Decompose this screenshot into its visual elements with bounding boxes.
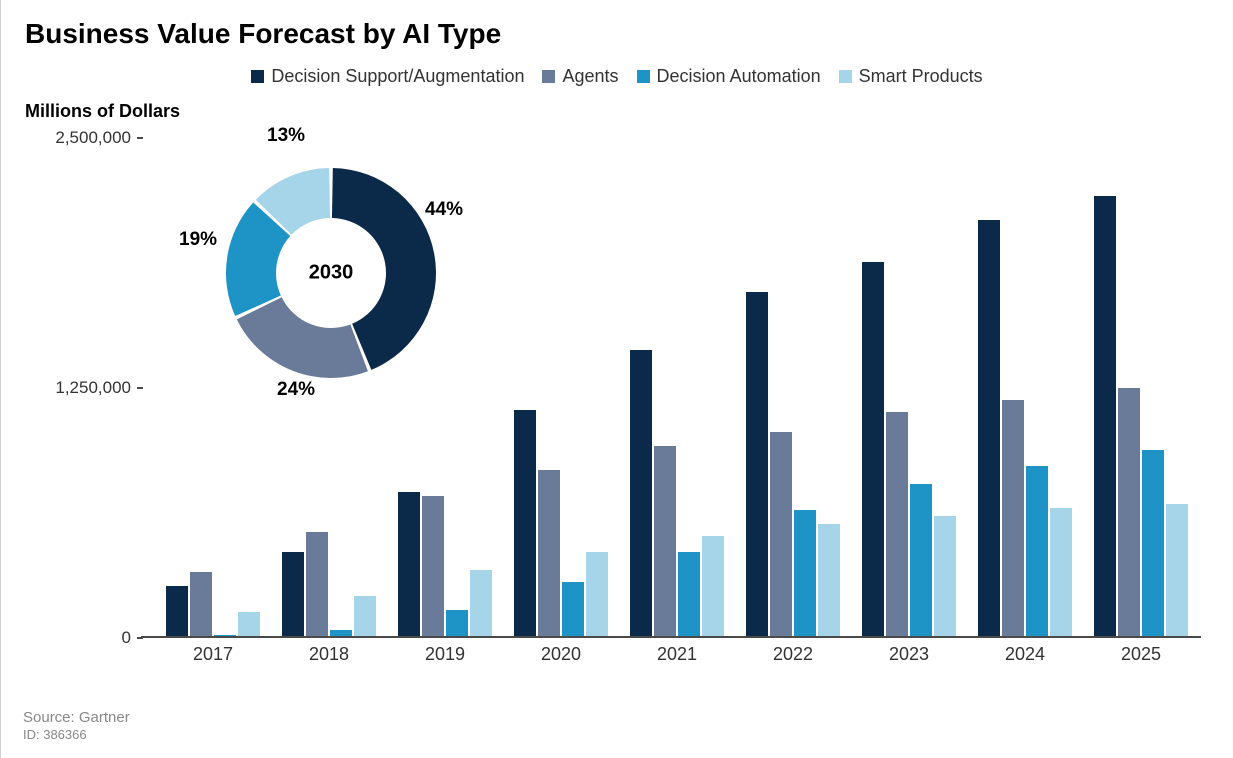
bar (238, 612, 260, 636)
donut-slice-label: 13% (267, 125, 305, 147)
bar (678, 552, 700, 636)
chart-footer: Source: Gartner ID: 386366 (23, 708, 130, 744)
donut-center-label: 2030 (309, 262, 354, 285)
legend-item: Decision Support/Augmentation (251, 66, 524, 87)
bar (470, 570, 492, 636)
legend-label: Decision Automation (657, 66, 821, 87)
bar (746, 292, 768, 636)
y-axis-label: Millions of Dollars (25, 101, 1213, 122)
legend-swatch (637, 70, 650, 83)
bar (862, 262, 884, 636)
donut-chart: 2030 44%24%19%13% (181, 133, 481, 413)
bar (446, 610, 468, 636)
donut-slice-label: 24% (277, 379, 315, 401)
chart-area: 2030 44% 24% 19% 13% 0 1,250,000 2,500,000 201… (21, 128, 1211, 688)
bar (1118, 388, 1140, 636)
legend-swatch (251, 70, 264, 83)
bar (190, 572, 212, 636)
bar (1142, 450, 1164, 636)
bar-group (862, 138, 956, 636)
bar (586, 552, 608, 636)
legend-label: Smart Products (859, 66, 983, 87)
legend-item: Smart Products (839, 66, 983, 87)
bar (794, 510, 816, 636)
x-tick-label: 2024 (1005, 644, 1045, 665)
donut-slice (237, 297, 368, 378)
x-tick-label: 2017 (193, 644, 233, 665)
x-tick-label: 2023 (889, 644, 929, 665)
legend-label: Decision Support/Augmentation (271, 66, 524, 87)
bar (654, 446, 676, 636)
bar (282, 552, 304, 636)
chart-container: Business Value Forecast by AI Type Decis… (0, 0, 1233, 758)
bar-group (746, 138, 840, 636)
bar (770, 432, 792, 636)
y-tick-label: 1,250,000 (21, 378, 131, 398)
legend-item: Agents (542, 66, 618, 87)
bar (514, 410, 536, 636)
x-tick-label: 2021 (657, 644, 697, 665)
bar (1094, 196, 1116, 636)
bar-group (978, 138, 1072, 636)
y-tick-mark (137, 637, 143, 639)
x-tick-label: 2018 (309, 644, 349, 665)
bar (702, 536, 724, 636)
legend: Decision Support/Augmentation Agents Decis… (21, 66, 1213, 87)
bar (1002, 400, 1024, 636)
bar (166, 586, 188, 636)
y-tick-label: 2,500,000 (21, 128, 131, 148)
bar (330, 630, 352, 636)
y-tick-mark (137, 137, 143, 139)
bar (1026, 466, 1048, 636)
source-text: Source: Gartner (23, 708, 130, 728)
x-tick-label: 2022 (773, 644, 813, 665)
bar (910, 484, 932, 636)
bar (422, 496, 444, 636)
y-tick-mark (137, 387, 143, 389)
bar (1166, 504, 1188, 636)
legend-swatch (542, 70, 555, 83)
bar-group (514, 138, 608, 636)
x-tick-label: 2025 (1121, 644, 1161, 665)
bar-group (1094, 138, 1188, 636)
donut-slice-label: 19% (179, 229, 217, 251)
legend-item: Decision Automation (637, 66, 821, 87)
bar (354, 596, 376, 636)
id-text: ID: 386366 (23, 727, 130, 744)
bar (1050, 508, 1072, 636)
bar (886, 412, 908, 636)
bar (538, 470, 560, 636)
bar (934, 516, 956, 636)
chart-title: Business Value Forecast by AI Type (25, 18, 1213, 50)
legend-swatch (839, 70, 852, 83)
x-tick-label: 2019 (425, 644, 465, 665)
bar-group (630, 138, 724, 636)
donut-slice-label: 44% (425, 199, 463, 221)
bar (214, 635, 236, 636)
bar (562, 582, 584, 636)
legend-label: Agents (562, 66, 618, 87)
x-tick-label: 2020 (541, 644, 581, 665)
bar (398, 492, 420, 636)
y-tick-label: 0 (21, 628, 131, 648)
bar (306, 532, 328, 636)
bar (630, 350, 652, 636)
bar (978, 220, 1000, 636)
bar (818, 524, 840, 636)
